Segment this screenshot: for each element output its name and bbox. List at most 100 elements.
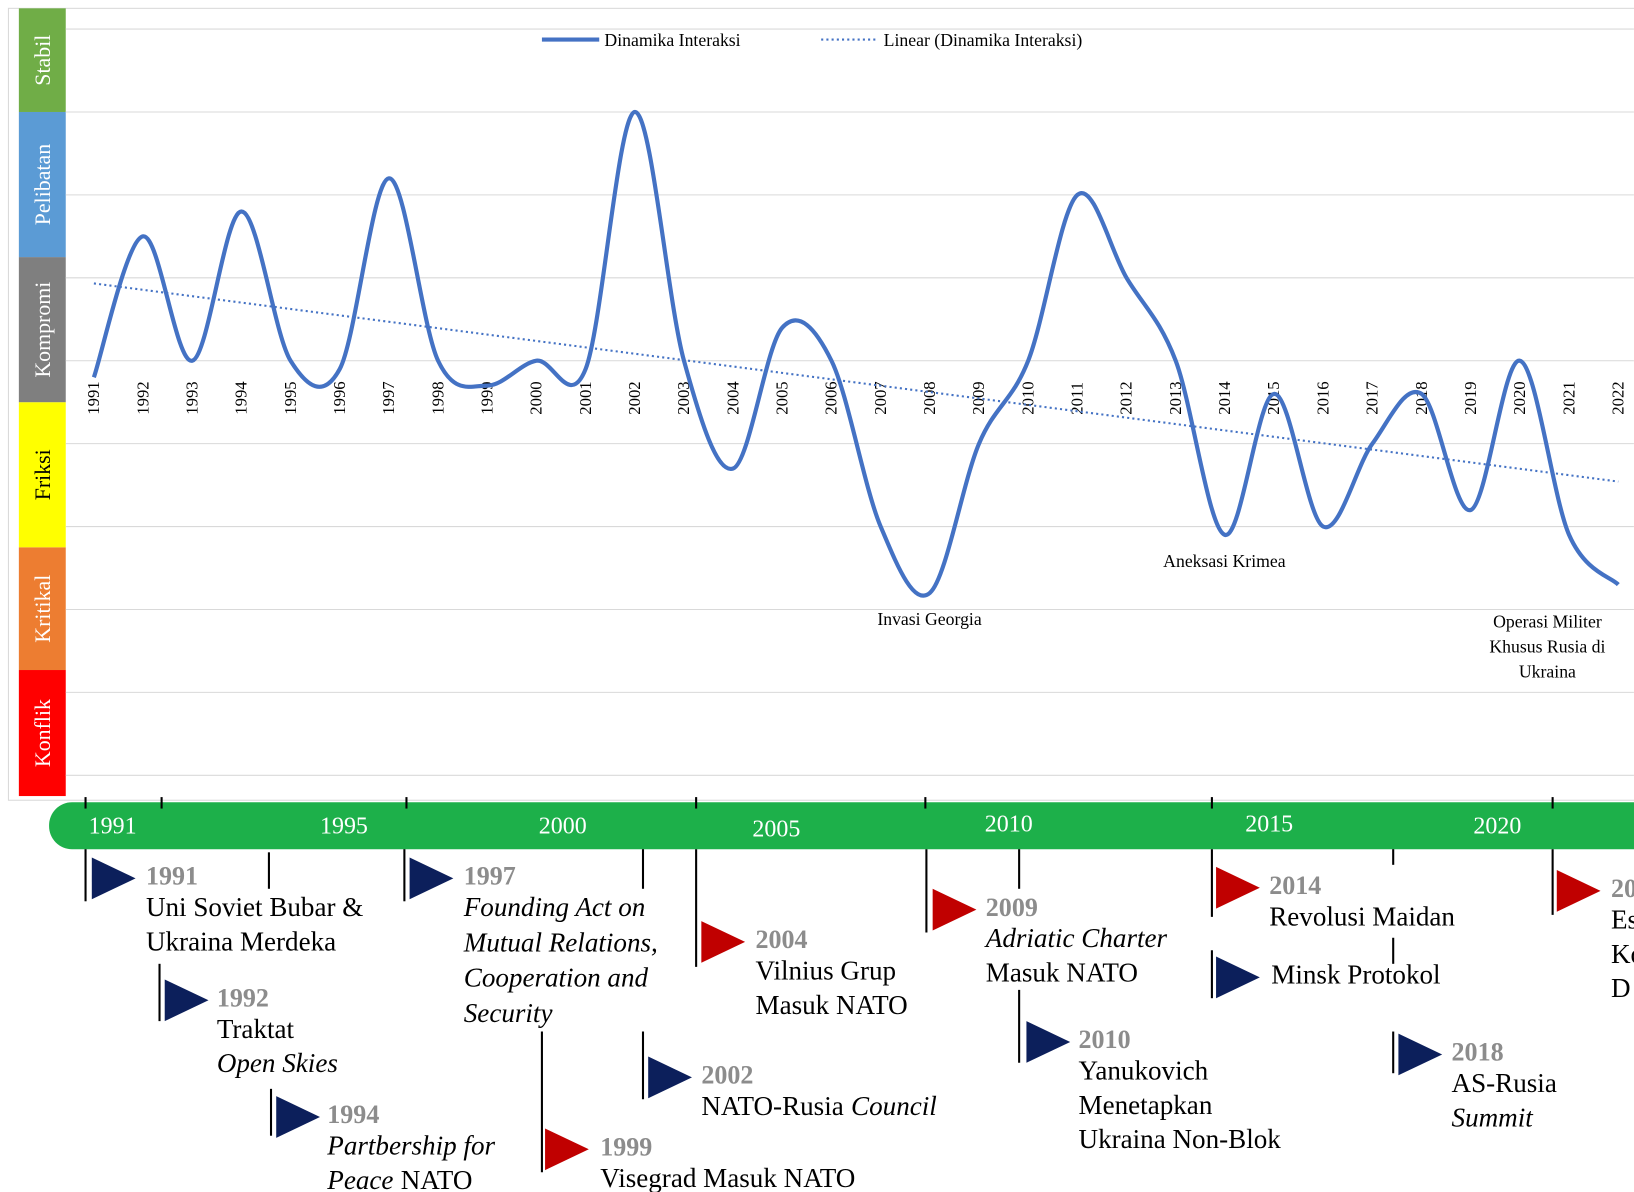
x-tick-label: 2018: [1412, 381, 1431, 414]
event-year: 1991: [146, 862, 198, 891]
x-tick-label: 2013: [1166, 381, 1185, 414]
event-text-part: D: [1611, 973, 1631, 1003]
event-text-part: Uni Soviet Bubar &: [146, 892, 363, 922]
event-text: AS-Rusia: [1452, 1068, 1557, 1098]
band: [18, 257, 66, 403]
x-tick-label: 2004: [723, 381, 742, 415]
event-year: 2010: [1079, 1025, 1131, 1054]
event-text-part: Peace: [326, 1165, 393, 1192]
event-text-part: Minsk Protokol: [1271, 960, 1440, 990]
annotation: Invasi Georgia: [877, 609, 982, 629]
event-flag: [932, 888, 977, 931]
event-text-part: Ko: [1611, 939, 1634, 969]
event-flag: [91, 857, 136, 900]
event-flag: [1216, 866, 1260, 909]
band: [18, 402, 66, 548]
band: [18, 547, 66, 671]
event-text: Adriatic Charter: [984, 923, 1168, 953]
event-year: 1999: [600, 1133, 652, 1162]
event-year: 1994: [327, 1100, 379, 1129]
event-text: Masuk NATO: [986, 958, 1138, 988]
x-tick-label: 2002: [625, 381, 644, 414]
band: [18, 111, 66, 258]
band-label: Pelibatan: [31, 144, 55, 225]
event-year: 2009: [986, 893, 1038, 922]
band-label: Kompromi: [31, 282, 55, 378]
event-text-part: Vilnius Grup: [756, 955, 897, 985]
event-text: Es: [1611, 904, 1634, 934]
event-flag: [1398, 1033, 1443, 1076]
event-text: Open Skies: [217, 1048, 338, 1078]
timeline-label: 2010: [985, 811, 1033, 837]
event-text-part: NATO-Rusia: [701, 1091, 843, 1121]
event-text-part: Founding Act on: [463, 892, 646, 922]
x-tick-label: 2012: [1117, 381, 1136, 414]
event-year: 2004: [756, 925, 808, 954]
event-flag: [1556, 870, 1601, 912]
x-tick-label: 2006: [822, 381, 841, 414]
event-flag: [164, 979, 209, 1022]
event-text: Revolusi Maidan: [1269, 901, 1455, 931]
band: [18, 8, 66, 112]
event-text: Vilnius Grup: [756, 955, 897, 985]
event-text-part: Masuk NATO: [756, 990, 908, 1020]
event-flag: [701, 921, 746, 963]
event-text-part: Ukraina Non-Blok: [1079, 1124, 1282, 1154]
event-text-part: Cooperation and: [464, 963, 649, 993]
event-year: 2018: [1452, 1038, 1504, 1067]
event-text: Ukraina Non-Blok: [1079, 1124, 1282, 1154]
event-text-part: Yanukovich: [1079, 1055, 1209, 1085]
event-text: D: [1611, 973, 1631, 1003]
x-tick-label: 2001: [576, 381, 595, 414]
event-text-part: Menetapkan: [1079, 1090, 1213, 1120]
event-text-part: Es: [1611, 904, 1634, 934]
x-tick-label: 2008: [920, 381, 939, 414]
x-tick-label: 1996: [330, 381, 349, 414]
event-text: Mutual Relations,: [463, 927, 658, 957]
x-tick-label: 2020: [1510, 381, 1529, 414]
x-tick-label: 2014: [1215, 381, 1234, 415]
event-text: Partbership for: [326, 1130, 495, 1160]
event-year: 20: [1611, 874, 1634, 903]
event-text: Founding Act on: [463, 892, 646, 922]
event-text: Cooperation and: [464, 963, 649, 993]
timeline-label: 2000: [539, 814, 587, 840]
event-text-part: Revolusi Maidan: [1269, 901, 1455, 931]
legend-label: Linear (Dinamika Interaksi): [884, 30, 1083, 50]
x-tick-label: 2019: [1461, 381, 1480, 414]
x-tick-label: 1998: [428, 381, 447, 414]
x-tick-label: 2016: [1313, 381, 1332, 414]
event-text-part: Visegrad Masuk NATO: [600, 1163, 855, 1192]
x-tick-label: 2021: [1559, 381, 1578, 414]
event-flag: [276, 1096, 320, 1138]
x-tick-label: 1999: [477, 381, 496, 414]
event-text-part: Adriatic Charter: [984, 923, 1168, 953]
event-text: Visegrad Masuk NATO: [600, 1163, 855, 1192]
x-tick-label: 2022: [1608, 381, 1627, 414]
event-text: Traktat: [217, 1014, 295, 1044]
event-text-part: NATO: [401, 1165, 473, 1192]
event-flag: [1026, 1021, 1071, 1063]
event-text: Uni Soviet Bubar &: [146, 892, 363, 922]
event-flag: [1216, 956, 1260, 999]
x-tick-label: 2003: [674, 381, 693, 414]
x-tick-label: 2010: [1018, 381, 1037, 414]
event-year: 1997: [464, 862, 516, 891]
event-text-part: Partbership for: [326, 1130, 495, 1160]
event-text: Ko: [1611, 939, 1634, 969]
event-text: Masuk NATO: [756, 990, 908, 1020]
event-text: Minsk Protokol: [1271, 960, 1440, 990]
event-year: 2002: [701, 1061, 753, 1090]
x-tick-label: 2005: [773, 381, 792, 414]
legend-label: Dinamika Interaksi: [604, 30, 740, 50]
band: [18, 670, 66, 797]
event-text: Ukraina Merdeka: [146, 926, 336, 956]
timeline-bar: [49, 802, 1634, 850]
chart-frame: [7, 7, 1634, 801]
x-tick-label: 2011: [1068, 382, 1087, 415]
event-year: 1992: [217, 984, 269, 1013]
x-tick-label: 1997: [379, 381, 398, 414]
band-label: Konflik: [31, 699, 55, 767]
x-tick-label: 1993: [182, 381, 201, 414]
trendline: [93, 282, 1619, 483]
